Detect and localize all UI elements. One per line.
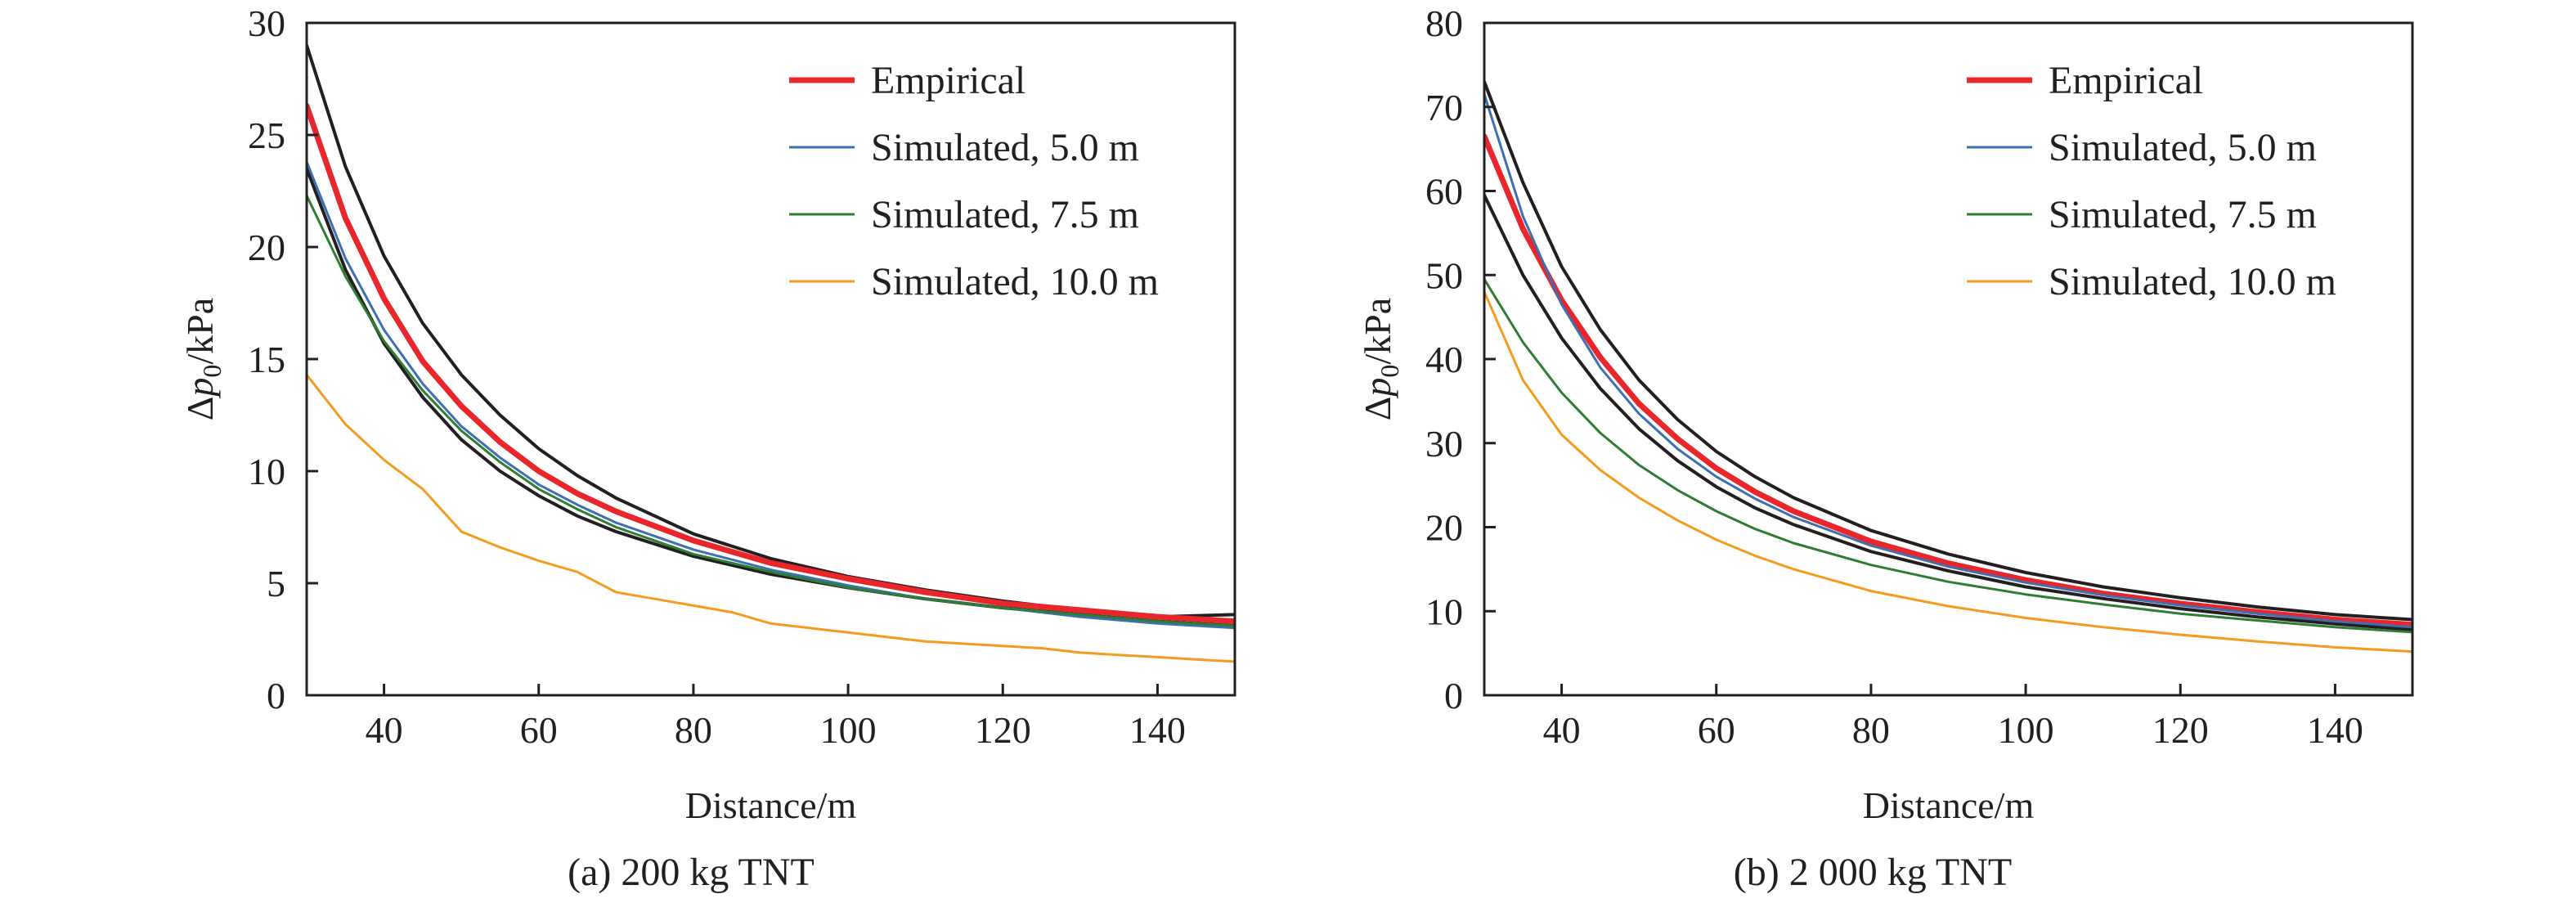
y-tick-label: 40 xyxy=(1425,339,1463,380)
series-line-0 xyxy=(1484,79,2412,622)
panel-caption: (b) 2 000 kg TNT xyxy=(1734,851,2012,894)
y-tick-label: 60 xyxy=(1425,171,1463,213)
legend-label: Simulated, 10.0 m xyxy=(871,260,1159,303)
x-tick-label: 80 xyxy=(1852,709,1890,751)
x-tick-label: 120 xyxy=(2152,709,2209,751)
y-tick-label: 25 xyxy=(248,115,285,156)
plot-frame xyxy=(305,21,1236,697)
y-tick-label: 0 xyxy=(267,675,285,717)
series-group xyxy=(1484,79,2412,654)
series-line-4 xyxy=(307,194,1235,627)
y-tick-label: 10 xyxy=(248,451,285,492)
legend: Empirical Simulated, 5.0 m Simulated, 7.5 … xyxy=(1967,59,2336,303)
y-axis-label: Δp0/kPa xyxy=(1357,298,1404,420)
y-tick-label: 70 xyxy=(1425,87,1463,128)
y-tick-label: 50 xyxy=(1425,254,1463,296)
x-tick-label: 60 xyxy=(520,709,558,751)
x-tick-label: 40 xyxy=(366,709,403,751)
x-tick-label: 140 xyxy=(2307,709,2363,751)
series-group xyxy=(307,43,1235,663)
series-line-3 xyxy=(1484,92,2412,629)
x-tick-label: 100 xyxy=(820,709,877,751)
legend-label: Simulated, 7.5 m xyxy=(871,193,1139,236)
y-tick-label: 10 xyxy=(1425,591,1463,632)
y-tick-label: 15 xyxy=(248,339,285,380)
legend: Empirical Simulated, 5.0 m Simulated, 7.5 … xyxy=(789,59,1159,303)
x-tick-label: 140 xyxy=(1129,709,1186,751)
x-tick-label: 60 xyxy=(1698,709,1735,751)
legend-label: Simulated, 7.5 m xyxy=(2049,193,2317,236)
series-line-2 xyxy=(307,102,1235,625)
legend-label: Simulated, 5.0 m xyxy=(871,126,1139,169)
y-axis-label: Δp0/kPa xyxy=(179,298,227,420)
x-axis-label: Distance/m xyxy=(685,784,857,826)
legend-label: Empirical xyxy=(871,59,1025,102)
y-tick-label: 5 xyxy=(267,563,285,604)
panel-caption: (a) 200 kg TNT xyxy=(568,851,815,894)
y-tick-label: 20 xyxy=(1425,507,1463,549)
legend-label: Simulated, 5.0 m xyxy=(2049,126,2317,169)
x-tick-label: 100 xyxy=(1998,709,2054,751)
series-line-5 xyxy=(1484,290,2412,654)
x-tick-label: 120 xyxy=(975,709,1031,751)
y-tick-label: 30 xyxy=(248,2,285,44)
legend-label: Empirical xyxy=(2049,59,2203,102)
x-tick-label: 80 xyxy=(675,709,712,751)
chart-panel-0: 40 60 80 100 120 140 0 5 10 15 20 25 30 Distance/m Δp0… xyxy=(179,2,1236,894)
series-line-1 xyxy=(1484,193,2412,631)
legend-label: Simulated, 10.0 m xyxy=(2049,260,2336,303)
series-line-5 xyxy=(307,373,1235,663)
y-tick-label: 0 xyxy=(1444,675,1463,717)
x-tick-label: 40 xyxy=(1543,709,1581,751)
y-tick-label: 20 xyxy=(248,227,285,268)
y-tick-label: 30 xyxy=(1425,423,1463,465)
chart-panel-1: 40 60 80 100 120 140 0 10 20 30 40 50 60 70 80 Distance… xyxy=(1357,2,2414,894)
y-tick-label: 80 xyxy=(1425,2,1463,44)
series-line-2 xyxy=(1484,133,2412,628)
x-axis-label: Distance/m xyxy=(1863,784,2035,826)
series-line-4 xyxy=(1484,277,2412,634)
